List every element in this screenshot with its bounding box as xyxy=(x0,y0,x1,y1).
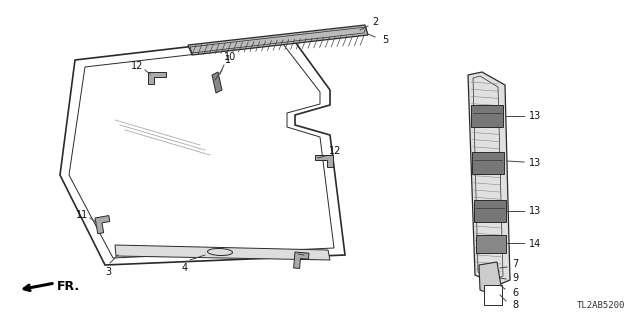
Polygon shape xyxy=(294,252,309,268)
Text: 11: 11 xyxy=(76,210,88,220)
Text: 4: 4 xyxy=(182,263,188,273)
Text: 1: 1 xyxy=(225,55,231,65)
FancyBboxPatch shape xyxy=(484,285,502,305)
Text: 12: 12 xyxy=(131,61,143,71)
Text: 13: 13 xyxy=(529,158,541,168)
Polygon shape xyxy=(468,72,510,285)
Text: 6: 6 xyxy=(512,288,518,298)
Text: FR.: FR. xyxy=(57,279,80,292)
Text: 14: 14 xyxy=(529,239,541,249)
Text: 3: 3 xyxy=(105,267,111,277)
Text: 5: 5 xyxy=(382,35,388,45)
Polygon shape xyxy=(60,35,345,265)
Text: TL2AB5200: TL2AB5200 xyxy=(577,301,625,310)
Text: 8: 8 xyxy=(512,300,518,310)
Text: 11: 11 xyxy=(306,252,318,262)
Polygon shape xyxy=(479,262,502,293)
Text: 10: 10 xyxy=(224,52,236,62)
FancyBboxPatch shape xyxy=(471,105,503,127)
Polygon shape xyxy=(188,25,368,55)
Text: 9: 9 xyxy=(512,273,518,283)
Polygon shape xyxy=(95,216,110,234)
Text: 13: 13 xyxy=(529,206,541,216)
Polygon shape xyxy=(115,245,330,260)
Text: 12: 12 xyxy=(329,146,341,156)
Text: 7: 7 xyxy=(512,259,518,269)
Polygon shape xyxy=(212,72,222,93)
Polygon shape xyxy=(315,155,333,167)
FancyBboxPatch shape xyxy=(474,200,506,222)
FancyBboxPatch shape xyxy=(472,152,504,174)
Text: 2: 2 xyxy=(372,17,378,27)
Text: 13: 13 xyxy=(529,111,541,121)
FancyBboxPatch shape xyxy=(476,235,506,253)
Polygon shape xyxy=(148,72,166,84)
